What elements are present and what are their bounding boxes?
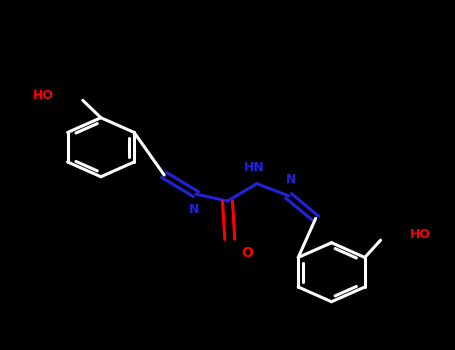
Text: N: N bbox=[286, 173, 296, 186]
Text: N: N bbox=[188, 203, 199, 216]
Text: HN: HN bbox=[244, 161, 265, 174]
Text: HO: HO bbox=[410, 229, 431, 241]
Text: HO: HO bbox=[32, 89, 53, 101]
Text: O: O bbox=[241, 246, 253, 260]
